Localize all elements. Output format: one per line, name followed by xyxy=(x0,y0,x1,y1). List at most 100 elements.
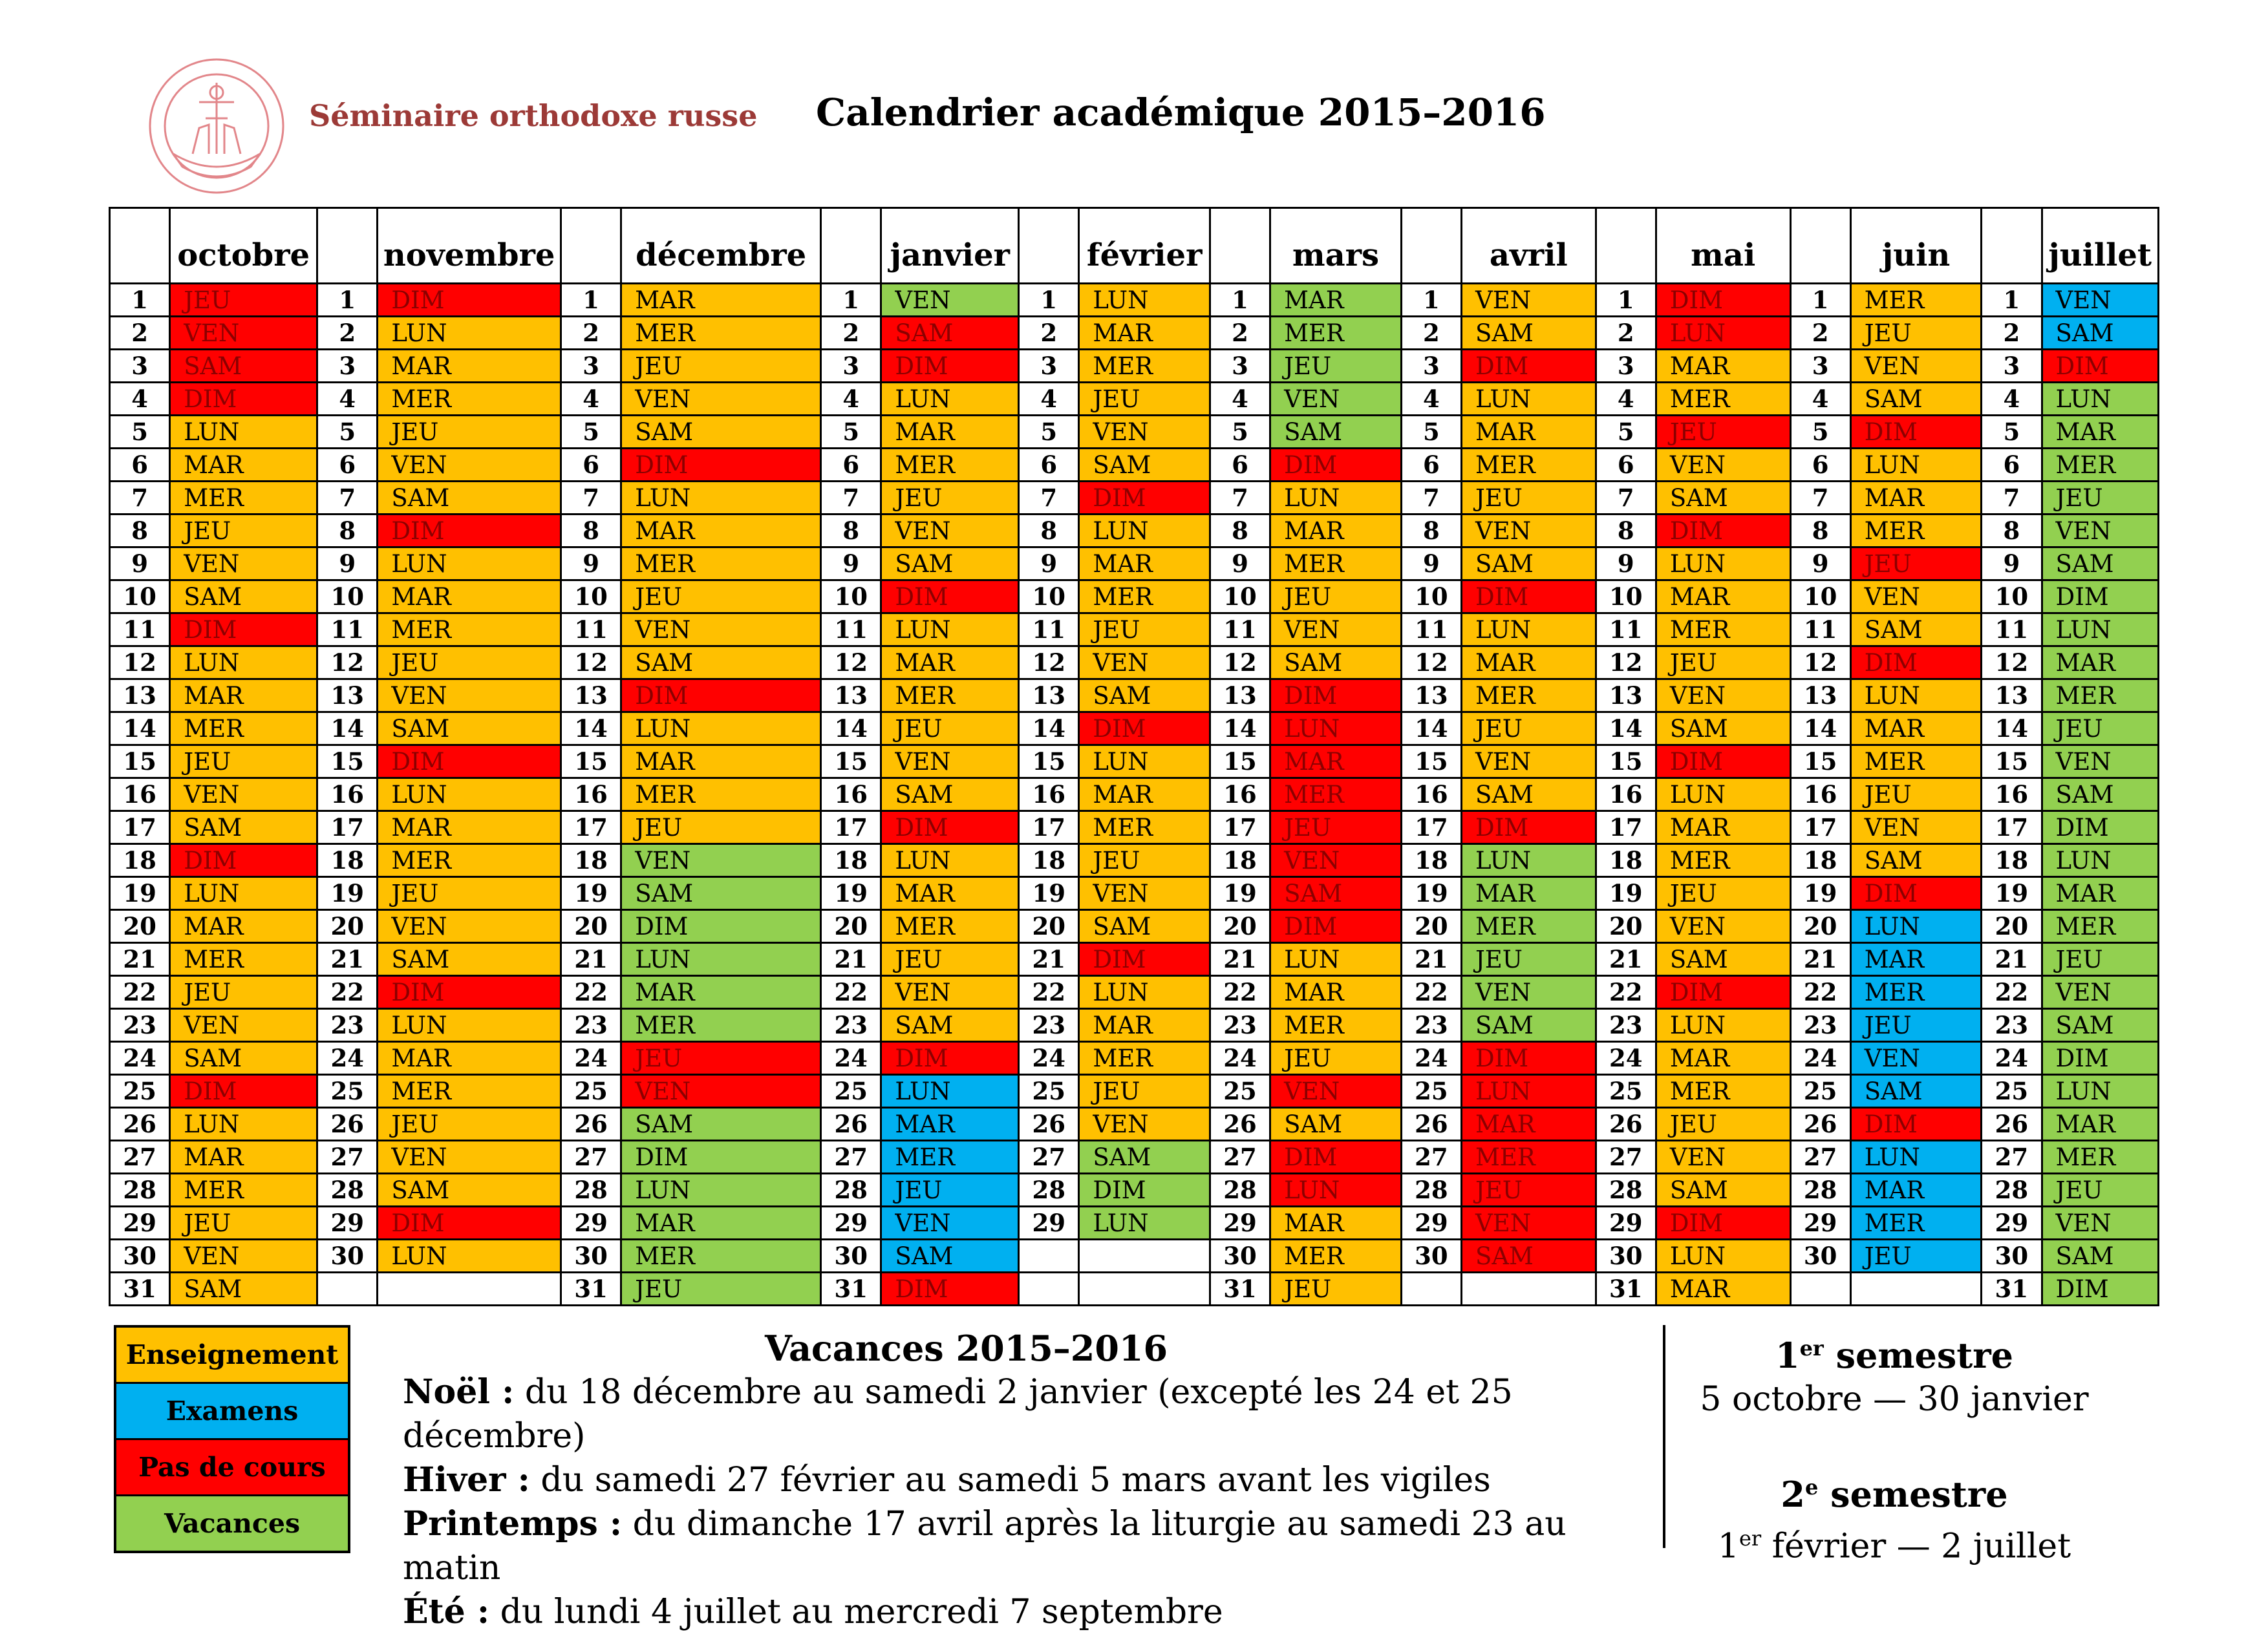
month-header: mars xyxy=(1269,207,1402,284)
day-cell: LUN xyxy=(1078,1205,1211,1240)
day-cell: LUN xyxy=(376,315,562,350)
day-cell: DIM xyxy=(880,1271,1020,1306)
day-number: 15 xyxy=(559,744,623,779)
day-cell: SAM xyxy=(2040,777,2160,812)
day-number: 29 xyxy=(1789,1205,1852,1240)
day-number: 6 xyxy=(1018,447,1080,482)
day-cell: JEU xyxy=(1849,1008,1983,1043)
day-cell: MAR xyxy=(376,1041,562,1076)
seminary-seal-icon xyxy=(149,58,284,194)
day-number: 18 xyxy=(1018,843,1080,878)
day-cell: MAR xyxy=(376,348,562,383)
day-cell: JEU xyxy=(1460,711,1597,746)
day-number: 26 xyxy=(1018,1107,1080,1141)
day-number: 9 xyxy=(1208,546,1272,581)
day-cell: DIM xyxy=(880,810,1020,845)
day-number: 27 xyxy=(820,1140,883,1174)
day-cell: LUN xyxy=(1269,942,1402,977)
day-number: 15 xyxy=(820,744,883,779)
day-number: 20 xyxy=(316,909,379,944)
day-number: 31 xyxy=(559,1271,623,1306)
day-cell: MER xyxy=(1460,1140,1597,1174)
day-number: 17 xyxy=(820,810,883,845)
day-cell: SAM xyxy=(1654,1172,1792,1207)
table-row: 22 JEU 22 DIM 22 MAR 22 VEN 22 LUN 22 MAR 22 VEN 22 DIM… xyxy=(108,975,2160,1010)
month-header: février xyxy=(1078,207,1211,284)
day-number: 20 xyxy=(108,909,171,944)
day-number: 9 xyxy=(1789,546,1852,581)
day-number xyxy=(1400,1271,1462,1306)
day-cell: SAM xyxy=(880,315,1020,350)
day-number: 25 xyxy=(1789,1074,1852,1109)
table-row: 11 DIM 11 MER 11 VEN 11 LUN 11 JEU 11 VEN 11 LUN 11 MER… xyxy=(108,612,2160,647)
day-cell: VEN xyxy=(1849,810,1983,845)
day-cell: MAR xyxy=(1849,1172,1983,1207)
day-number: 12 xyxy=(108,645,171,680)
day-cell: MER xyxy=(169,1172,319,1207)
day-number: 30 xyxy=(1208,1238,1272,1273)
day-number: 20 xyxy=(1400,909,1462,944)
day-number: 24 xyxy=(1594,1041,1657,1076)
day-number: 19 xyxy=(1400,876,1462,911)
day-number: 5 xyxy=(1980,414,2043,449)
day-cell: JEU xyxy=(880,1172,1020,1207)
day-cell: DIM xyxy=(1849,414,1983,449)
day-cell: JEU xyxy=(1078,381,1211,416)
month-number-header xyxy=(1208,207,1272,284)
day-number: 4 xyxy=(1400,381,1462,416)
day-number: 1 xyxy=(1594,282,1657,317)
day-number: 9 xyxy=(1594,546,1657,581)
day-cell: JEU xyxy=(2040,711,2160,746)
day-number: 5 xyxy=(1789,414,1852,449)
day-number: 27 xyxy=(316,1140,379,1174)
day-number: 7 xyxy=(1400,480,1462,515)
day-cell: SAM xyxy=(880,777,1020,812)
day-number: 5 xyxy=(1208,414,1272,449)
day-number: 19 xyxy=(1594,876,1657,911)
second-semester-heading: 2e semestre xyxy=(1781,1474,2008,1515)
day-cell: SAM xyxy=(880,1238,1020,1273)
day-cell: SAM xyxy=(1849,381,1983,416)
day-number: 1 xyxy=(1208,282,1272,317)
day-number: 12 xyxy=(559,645,623,680)
day-cell: LUN xyxy=(1849,447,1983,482)
month-header: décembre xyxy=(620,207,822,284)
day-number: 28 xyxy=(108,1172,171,1207)
day-cell: DIM xyxy=(1849,1107,1983,1141)
day-cell: MAR xyxy=(2040,414,2160,449)
day-cell: LUN xyxy=(2040,612,2160,647)
day-number xyxy=(316,1271,379,1306)
day-number: 3 xyxy=(316,348,379,383)
day-cell: JEU xyxy=(1849,546,1983,581)
day-cell: MER xyxy=(620,1238,822,1273)
day-number: 26 xyxy=(1594,1107,1657,1141)
day-cell: MER xyxy=(1654,1074,1792,1109)
day-number: 2 xyxy=(316,315,379,350)
month-header: avril xyxy=(1460,207,1597,284)
day-cell: LUN xyxy=(1654,546,1792,581)
first-semester-heading: 1er semestre xyxy=(1775,1335,2013,1376)
day-number: 2 xyxy=(1789,315,1852,350)
day-cell: SAM xyxy=(620,876,822,911)
day-cell: MAR xyxy=(1269,744,1402,779)
day-number: 8 xyxy=(1980,513,2043,548)
day-cell: SAM xyxy=(1078,909,1211,944)
day-cell: LUN xyxy=(620,942,822,977)
day-cell: DIM xyxy=(169,843,319,878)
day-cell: LUN xyxy=(880,843,1020,878)
day-cell: JEU xyxy=(376,645,562,680)
day-number: 19 xyxy=(559,876,623,911)
day-cell: VEN xyxy=(169,1008,319,1043)
day-cell: VEN xyxy=(1849,579,1983,614)
day-number: 17 xyxy=(1594,810,1657,845)
day-number: 7 xyxy=(1594,480,1657,515)
day-number: 22 xyxy=(108,975,171,1010)
day-number: 10 xyxy=(1789,579,1852,614)
day-number: 24 xyxy=(108,1041,171,1076)
day-cell: LUN xyxy=(169,1107,319,1141)
day-number: 23 xyxy=(559,1008,623,1043)
day-number: 4 xyxy=(1594,381,1657,416)
day-number: 17 xyxy=(1789,810,1852,845)
day-cell: MER xyxy=(1460,909,1597,944)
month-number-header xyxy=(1980,207,2043,284)
